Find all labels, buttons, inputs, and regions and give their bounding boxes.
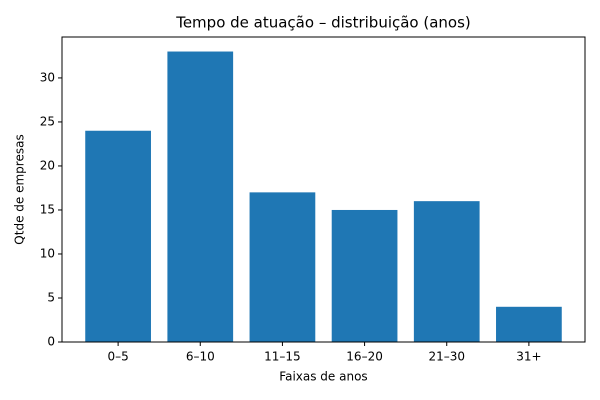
y-tick-label: 25	[40, 114, 55, 128]
y-tick-label: 5	[47, 290, 55, 304]
plot-frame	[61, 36, 586, 343]
bar	[331, 209, 398, 342]
x-tick-label: 6–10	[186, 350, 215, 364]
y-axis-label: Qtde de empresas	[13, 134, 27, 244]
x-tick-label: 0–5	[107, 350, 128, 364]
y-tick-label: 30	[40, 70, 55, 84]
y-tick-label: 10	[40, 246, 55, 260]
x-tick-label: 31+	[516, 350, 541, 364]
bar	[167, 51, 234, 343]
y-tick-label: 15	[40, 202, 55, 216]
bar	[85, 130, 151, 342]
y-tick-label: 20	[40, 158, 55, 172]
x-tick-label: 21–30	[428, 350, 465, 364]
y-tick-label: 0	[47, 335, 55, 349]
x-tick-label: 16–20	[346, 350, 383, 364]
x-axis-label: Faixas de anos	[279, 370, 367, 384]
bar	[249, 192, 316, 342]
chart-title: Tempo de atuação – distribuição (anos)	[175, 14, 471, 32]
x-tick-label: 11–15	[264, 350, 301, 364]
bar	[413, 201, 480, 342]
bar	[496, 306, 562, 342]
